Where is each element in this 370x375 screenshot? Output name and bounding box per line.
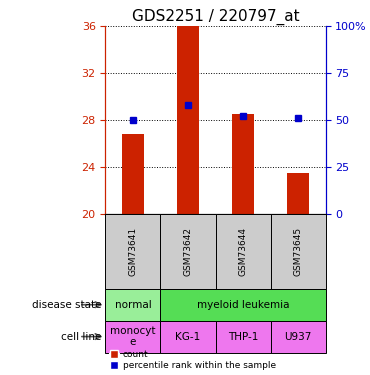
Bar bbox=[215, 214, 270, 289]
Bar bbox=[287, 173, 309, 214]
Text: KG-1: KG-1 bbox=[175, 332, 201, 342]
Bar bbox=[105, 289, 161, 321]
Text: GSM73641: GSM73641 bbox=[128, 226, 138, 276]
Text: U937: U937 bbox=[285, 332, 312, 342]
Bar bbox=[161, 289, 326, 321]
Text: normal: normal bbox=[115, 300, 151, 310]
Title: GDS2251 / 220797_at: GDS2251 / 220797_at bbox=[132, 9, 299, 25]
Text: THP-1: THP-1 bbox=[228, 332, 258, 342]
Bar bbox=[105, 214, 161, 289]
Text: cell line: cell line bbox=[61, 332, 102, 342]
Text: myeloid leukemia: myeloid leukemia bbox=[197, 300, 289, 310]
Bar bbox=[270, 214, 326, 289]
Text: disease state: disease state bbox=[32, 300, 102, 310]
Bar bbox=[122, 134, 144, 214]
Legend: count, percentile rank within the sample: count, percentile rank within the sample bbox=[110, 350, 276, 370]
Bar bbox=[177, 26, 199, 214]
Text: monocyt
e: monocyt e bbox=[110, 326, 156, 347]
Text: GSM73642: GSM73642 bbox=[184, 227, 192, 276]
Bar bbox=[232, 114, 254, 214]
Bar bbox=[161, 321, 215, 352]
Text: GSM73645: GSM73645 bbox=[293, 226, 303, 276]
Text: GSM73644: GSM73644 bbox=[239, 227, 248, 276]
Bar bbox=[161, 214, 215, 289]
Bar bbox=[270, 321, 326, 352]
Bar bbox=[105, 321, 161, 352]
Bar bbox=[215, 321, 270, 352]
